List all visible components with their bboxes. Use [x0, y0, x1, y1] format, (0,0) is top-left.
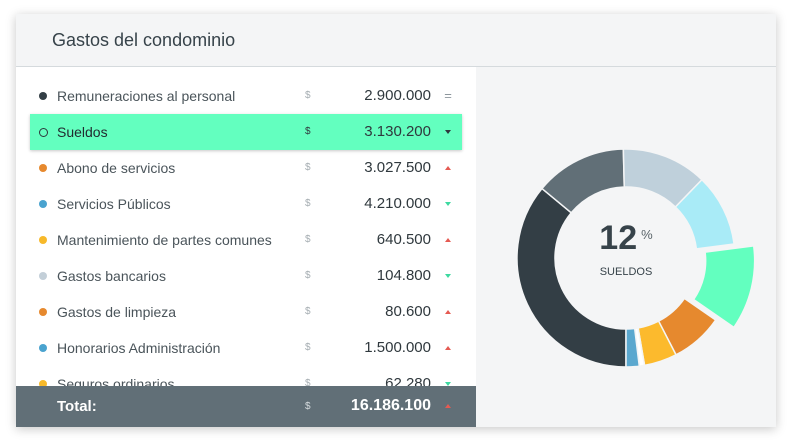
- expense-row[interactable]: Servicios Públicos $4.210.000: [30, 186, 462, 222]
- total-currency: $: [305, 401, 311, 412]
- donut-segment[interactable]: [516, 187, 627, 368]
- total-amount: 16.186.100: [350, 397, 431, 414]
- currency-symbol: $: [305, 234, 311, 245]
- legend-dot-icon: [39, 200, 47, 208]
- expense-label: Gastos de limpieza: [57, 304, 177, 320]
- trend-equal-icon: =: [444, 88, 452, 103]
- card-title: Gastos del condominio: [52, 30, 236, 50]
- expense-amount: 640.500: [376, 231, 431, 248]
- trend-down-icon: [442, 268, 454, 284]
- expense-label: Abono de servicios: [57, 160, 176, 176]
- expense-amount: 3.027.500: [364, 159, 431, 176]
- currency-symbol: $: [305, 90, 311, 101]
- expenses-card: Gastos del condominio Remuneraciones al …: [16, 14, 776, 427]
- legend-dot-icon: [39, 380, 47, 388]
- currency-symbol: $: [305, 270, 311, 281]
- donut-center-label: SUELDOS: [599, 266, 653, 278]
- legend-dot-icon: [39, 344, 47, 352]
- expense-amount: 2.900.000: [364, 87, 431, 104]
- expense-label: Sueldos: [57, 124, 108, 140]
- currency-symbol: $: [305, 198, 311, 209]
- expense-row[interactable]: Sueldos $3.130.200: [30, 114, 462, 150]
- expense-row[interactable]: Abono de servicios $3.027.500: [30, 150, 462, 186]
- expense-label: Gastos bancarios: [57, 268, 166, 284]
- trend-up-icon: [442, 340, 454, 356]
- expense-amount: 104.800: [376, 267, 431, 284]
- expense-amount: 4.210.000: [364, 195, 431, 212]
- legend-dot-icon: [39, 164, 47, 172]
- expense-label: Mantenimiento de partes comunes: [57, 232, 272, 248]
- expense-label: Honorarios Administración: [57, 340, 221, 356]
- expense-amount: 80.600: [385, 303, 431, 320]
- expense-row[interactable]: Gastos de limpieza $80.600: [30, 294, 462, 330]
- expense-row[interactable]: Gastos bancarios $104.800: [30, 258, 462, 294]
- donut-chart-panel: 12% SUELDOS: [476, 67, 776, 427]
- expense-list: Remuneraciones al personal $2.900.000 = Sue…: [16, 67, 476, 427]
- trend-up-icon: [442, 398, 454, 414]
- trend-down-icon: [442, 196, 454, 212]
- currency-symbol: $: [305, 342, 311, 353]
- donut-segment[interactable]: [692, 245, 756, 329]
- trend-up-icon: [442, 160, 454, 176]
- trend-down-icon: [442, 376, 454, 392]
- expense-amount: 3.130.200: [364, 123, 431, 140]
- legend-dot-icon: [39, 236, 47, 244]
- donut-percent-unit: %: [641, 227, 653, 242]
- trend-up-icon: [442, 304, 454, 320]
- legend-dot-icon: [39, 272, 47, 280]
- legend-dot-icon: [39, 308, 47, 316]
- donut-chart: [516, 148, 756, 368]
- card-header: Gastos del condominio: [16, 14, 776, 67]
- expense-row[interactable]: Honorarios Administración $1.500.000: [30, 330, 462, 366]
- donut-segment[interactable]: [625, 327, 641, 368]
- legend-dot-icon: [39, 92, 47, 100]
- currency-symbol: $: [305, 162, 311, 173]
- donut-segment[interactable]: [674, 178, 735, 250]
- expense-amount: 1.500.000: [364, 339, 431, 356]
- trend-up-icon: [442, 232, 454, 248]
- total-row: Total: $ 16.186.100: [16, 386, 476, 427]
- total-label: Total:: [57, 398, 97, 415]
- legend-dot-icon: [39, 128, 48, 137]
- expense-row[interactable]: Mantenimiento de partes comunes $640.500: [30, 222, 462, 258]
- currency-symbol: $: [305, 126, 311, 137]
- currency-symbol: $: [305, 306, 311, 317]
- expense-row[interactable]: Remuneraciones al personal $2.900.000 =: [30, 78, 462, 114]
- donut-percent: 12: [599, 219, 638, 257]
- expense-label: Servicios Públicos: [57, 196, 171, 212]
- expense-label: Remuneraciones al personal: [57, 88, 236, 104]
- donut-center-value: 12%: [476, 219, 776, 258]
- trend-down-icon: [442, 124, 454, 140]
- currency-symbol: $: [305, 378, 311, 389]
